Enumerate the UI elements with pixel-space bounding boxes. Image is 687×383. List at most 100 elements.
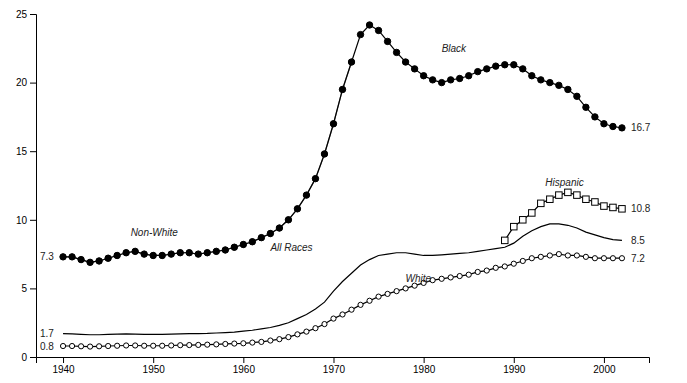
series-point — [583, 104, 589, 110]
series-point — [78, 256, 84, 262]
series-line — [63, 62, 351, 262]
series-point — [105, 255, 111, 261]
y-tick-label: 5 — [21, 283, 27, 294]
series-point — [186, 250, 192, 256]
series-point — [466, 73, 472, 79]
series-point — [601, 203, 608, 210]
series-point — [384, 38, 390, 44]
x-tick: 1950 — [143, 357, 166, 375]
series-point — [286, 217, 292, 223]
series-point — [520, 66, 526, 72]
series-point — [556, 252, 561, 257]
series — [502, 189, 626, 244]
series-point — [529, 256, 534, 261]
series-point — [340, 87, 346, 93]
y-tick-label: 10 — [16, 215, 28, 226]
x-tick-mark — [153, 357, 154, 363]
y-tick-mark — [30, 357, 36, 358]
value-annotation: 8.5 — [631, 235, 645, 246]
series-point — [529, 73, 535, 79]
series — [60, 59, 354, 265]
x-tick: 1970 — [323, 357, 346, 375]
series-point — [258, 234, 264, 240]
series-point — [286, 335, 291, 340]
y-tick-mark — [30, 220, 36, 221]
y-tick: 0 — [21, 352, 36, 363]
x-tick-mark — [63, 357, 64, 363]
x-tick: 1990 — [503, 357, 526, 375]
series-point — [565, 189, 572, 196]
series-annotation: Hispanic — [545, 177, 583, 188]
series-point — [502, 62, 508, 68]
x-tick-mark — [514, 357, 515, 363]
series-point — [475, 269, 480, 274]
series-point — [295, 332, 300, 337]
series-point — [159, 252, 165, 258]
series-point — [330, 121, 336, 127]
series-point — [610, 256, 615, 261]
series-point — [141, 251, 147, 257]
series-point — [340, 312, 345, 317]
series-point — [402, 59, 408, 65]
series-point — [394, 289, 399, 294]
value-annotation: 7.3 — [40, 251, 54, 262]
series-point — [114, 252, 120, 258]
y-tick: 15 — [16, 146, 36, 157]
x-tick: 1960 — [233, 357, 256, 375]
series-point — [132, 248, 138, 254]
plot: 194019501960197019801990200005101520257.… — [16, 9, 651, 375]
series-point — [204, 250, 210, 256]
series-point — [592, 256, 597, 261]
series-point — [556, 192, 563, 199]
series-point — [160, 343, 165, 348]
series-point — [502, 237, 509, 244]
series-point — [168, 251, 174, 257]
series-point — [304, 192, 310, 198]
series-point — [511, 223, 518, 230]
x-tick: 1980 — [413, 357, 436, 375]
series-point — [547, 196, 554, 203]
series-point — [69, 343, 74, 348]
series-point — [475, 68, 481, 74]
series-point — [412, 283, 417, 288]
x-tick: 1940 — [52, 357, 75, 375]
series-annotation: Non-White — [131, 227, 179, 238]
x-tick: 2000 — [593, 357, 616, 375]
series-point — [358, 302, 363, 307]
series-point — [196, 342, 201, 347]
series-point — [240, 242, 246, 248]
x-tick-label: 1940 — [52, 364, 75, 375]
series-line — [63, 25, 622, 262]
series-point — [556, 82, 562, 88]
series-point — [276, 225, 282, 231]
series-point — [511, 62, 517, 68]
series-point — [529, 210, 536, 217]
series-point — [96, 258, 102, 264]
series-point — [258, 235, 264, 241]
series-point — [294, 206, 300, 212]
series-point — [493, 63, 499, 69]
series-point — [331, 316, 336, 321]
series-point — [60, 343, 65, 348]
series-point — [87, 259, 93, 265]
series-point — [538, 254, 543, 259]
series-point — [123, 250, 129, 256]
x-tick-label: 2000 — [593, 364, 616, 375]
y-tick: 5 — [21, 283, 36, 294]
x-tick-label: 1950 — [143, 364, 166, 375]
series-point — [177, 250, 183, 256]
series-point — [69, 254, 75, 260]
series-point — [78, 257, 84, 263]
series-line — [63, 254, 622, 346]
series-point — [438, 79, 444, 85]
series-point — [177, 250, 183, 256]
series — [60, 22, 625, 266]
series-point — [150, 253, 156, 259]
series-point — [375, 27, 381, 33]
series-point — [447, 77, 453, 83]
series-point — [574, 93, 580, 99]
series-point — [339, 86, 345, 92]
series-point — [313, 326, 318, 331]
series-point — [250, 340, 255, 345]
series-point — [502, 264, 507, 269]
